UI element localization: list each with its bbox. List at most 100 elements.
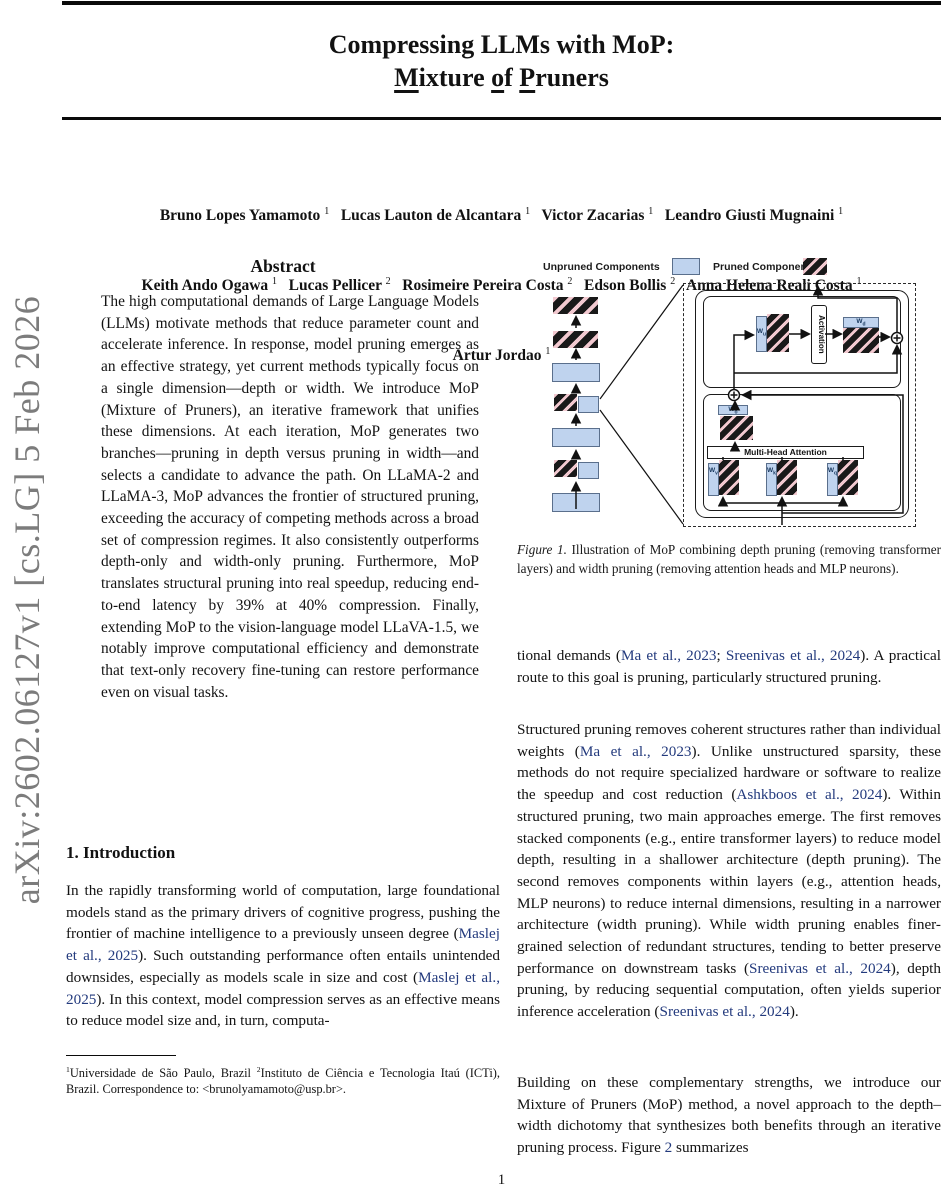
- footnote-rule: [66, 1055, 176, 1057]
- pruned-half-box: [554, 394, 577, 411]
- header-rule-top: [62, 1, 941, 5]
- weight-matrix-wv-pruned: [719, 460, 739, 495]
- text-segment: P: [519, 63, 536, 92]
- author-line: Artur Jordao 1: [62, 341, 941, 367]
- unpruned-layer-box: [552, 363, 600, 382]
- paper-title-line2: Mixture of Pruners: [62, 61, 941, 94]
- unpruned-layer-box: [552, 428, 600, 447]
- weight-matrix-wq-pruned: [838, 460, 858, 495]
- text-segment: runers: [535, 63, 609, 92]
- figure-caption: Figure 1. Illustration of MoP combining …: [517, 541, 941, 578]
- text-segment: Leandro Giusti Mugnaini: [653, 207, 839, 225]
- text-segment: 1: [856, 276, 862, 288]
- text-segment: 1: [272, 276, 278, 288]
- citation-link[interactable]: Sreenivas et al., 2024: [725, 647, 861, 664]
- text-segment: u: [763, 331, 767, 338]
- wk-label: Wk: [764, 467, 779, 477]
- wu-label: Wu: [754, 328, 769, 338]
- paper-title-line1: Compressing LLMs with MoP:: [328, 30, 675, 59]
- transformer-layer-outline: [695, 290, 909, 518]
- text-segment: M: [394, 63, 419, 92]
- text-segment: ). In this context, model compression se…: [66, 990, 500, 1030]
- abstract-body: The high computational demands of Large …: [101, 293, 479, 701]
- arxiv-banner: arXiv:2602.06127v1 [cs.LG] 5 Feb 2026: [7, 295, 47, 905]
- page-number: 1: [497, 1172, 506, 1188]
- weight-matrix-wo-pruned: [720, 416, 753, 440]
- introduction-paragraph: In the rapidly transforming world of com…: [66, 880, 500, 1032]
- citation-link[interactable]: 2: [664, 1139, 673, 1157]
- text-segment: ;: [716, 647, 726, 664]
- text-segment: 2: [256, 1065, 261, 1074]
- figure-1: Unpruned Components Pruned Components Wu…: [517, 256, 942, 538]
- wd-label: Wd: [853, 318, 869, 328]
- legend-unpruned-label: Unpruned Components: [543, 261, 660, 273]
- body-paragraph: Building on these complementary strength…: [517, 1072, 941, 1159]
- text-segment: 1: [545, 346, 551, 358]
- text-segment: v: [715, 470, 718, 477]
- text-segment: Bruno Lopes Yamamoto: [159, 207, 325, 225]
- text-segment: 2: [670, 276, 676, 288]
- citation-link[interactable]: Maslej et al., 2025: [66, 968, 500, 1008]
- weight-matrix-wu-pruned: [767, 314, 789, 352]
- weight-matrix-wk-pruned: [777, 460, 797, 495]
- activation-box: Activation: [811, 305, 827, 364]
- text-segment: ).: [789, 1003, 799, 1021]
- body-paragraph: tional demands (Ma et al., 2023; Sreeniv…: [517, 645, 941, 688]
- text-segment: Lucas Pellicer: [277, 277, 386, 295]
- unpruned-half-box: [578, 396, 599, 413]
- citation-link[interactable]: Maslej et al., 2025: [66, 925, 500, 965]
- text-segment: ), depth pruning, by reducing sequential…: [517, 959, 941, 1021]
- text-segment: tional demands (: [517, 647, 621, 664]
- paper-title: Compressing LLMs with MoP: Mixture of Pr…: [62, 28, 941, 94]
- weight-matrix-wv-kept: [708, 463, 719, 496]
- text-segment: ). Within structured pruning, two main a…: [517, 786, 941, 977]
- text-segment: 1: [324, 206, 330, 217]
- text-segment: 2: [385, 276, 391, 288]
- text-segment: Lucas Lauton de Alcantara: [329, 207, 526, 225]
- text-segment: Structured pruning removes coherent stru…: [517, 721, 941, 760]
- legend-pruned-label: Pruned Components: [713, 261, 817, 273]
- mha-box: Multi-Head Attention: [707, 446, 864, 459]
- citation-link[interactable]: Sreenivas et al., 2024: [659, 1003, 790, 1021]
- text-segment: ). Such outstanding performance often en…: [66, 947, 500, 986]
- introduction-heading: 1. Introduction: [66, 843, 176, 862]
- text-segment: Artur Jordao: [452, 347, 546, 365]
- weight-matrix-wd-pruned: [843, 328, 879, 353]
- citation-link[interactable]: Ma et al., 2023: [579, 742, 692, 760]
- text-segment: o: [734, 409, 738, 416]
- pruned-half-box: [554, 460, 577, 477]
- text-segment: Victor Zacarias: [530, 207, 649, 225]
- body-paragraph: Structured pruning removes coherent stru…: [517, 719, 941, 1023]
- unpruned-layer-box: [552, 493, 600, 512]
- citation-link[interactable]: Ma et al., 2023: [620, 647, 717, 664]
- text-segment: W: [709, 467, 716, 474]
- text-segment: o: [491, 63, 505, 92]
- text-segment: Instituto de Ciência e Tecnologia Itaú (…: [66, 1066, 500, 1097]
- text-segment: Rosimeire Pereira Costa: [390, 277, 568, 295]
- wv-label: Wv: [706, 467, 721, 477]
- text-segment: summarizes: [672, 1139, 749, 1157]
- text-segment: d: [862, 321, 866, 328]
- text-segment: 1: [648, 206, 654, 217]
- text-segment: k: [773, 470, 776, 477]
- text-segment: Building on these complementary strength…: [517, 1074, 941, 1157]
- text-segment: W: [756, 328, 764, 335]
- text-segment: ). Unlike unstructured sparsity, these m…: [517, 742, 941, 804]
- text-segment: Keith Ando Ogawa: [141, 277, 273, 295]
- citation-link[interactable]: Ashkboos et al., 2024: [736, 786, 883, 804]
- footnote: 1Universidade de São Paulo, Brazil 2Inst…: [66, 1062, 500, 1097]
- text-segment: 1: [838, 206, 844, 217]
- text-segment: Illustration of MoP combining depth prun…: [517, 542, 941, 576]
- legend-unpruned-swatch: [672, 258, 700, 275]
- pruned-layer-box: [553, 297, 598, 314]
- transformer-layer-detail: [683, 283, 916, 527]
- pruned-layer-box: [553, 331, 598, 348]
- unpruned-half-box: [578, 462, 599, 479]
- text-segment: Figure 1.: [517, 542, 567, 557]
- author-line: Bruno Lopes Yamamoto 1 Lucas Lauton de A…: [62, 201, 941, 227]
- citation-link[interactable]: Sreenivas et al., 2024: [749, 959, 891, 977]
- text-segment: ). A practical route to this goal is pru…: [517, 647, 941, 686]
- text-segment: 1: [66, 1065, 70, 1074]
- text-segment: q: [834, 470, 838, 477]
- text-segment: ixture: [418, 63, 492, 92]
